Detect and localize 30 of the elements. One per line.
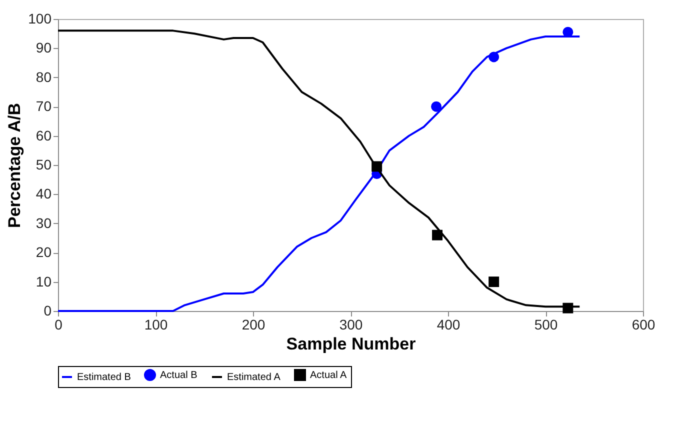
point: [372, 161, 382, 172]
y-tick-label: 50: [36, 156, 52, 172]
y-tick-label: 10: [36, 273, 52, 290]
point: [432, 230, 443, 240]
x-tick-label: 300: [339, 316, 363, 332]
x-tick-label: 0: [54, 316, 63, 332]
point: [431, 101, 442, 112]
legend-label: Estimated B: [77, 372, 132, 383]
x-tick-label: 100: [144, 316, 168, 332]
legend-label: Actual A: [310, 370, 348, 381]
point: [488, 52, 500, 62]
y-tick-label: 20: [36, 244, 52, 260]
point: [488, 276, 500, 288]
y-tick-label: 70: [36, 98, 52, 114]
x-tick-label: 500: [534, 316, 558, 332]
y-tick-label: 60: [36, 127, 52, 144]
y-tick-label: 90: [36, 40, 52, 56]
y-tick-label: 0: [44, 302, 52, 318]
legend-label: Actual B: [160, 370, 198, 381]
x-axis-title: Sample Number: [286, 334, 416, 354]
y-tick-label: 40: [36, 186, 52, 202]
y-tick-label: 30: [36, 214, 52, 231]
y-tick-label: 100: [28, 10, 52, 26]
point: [562, 302, 574, 314]
x-tick-label: 200: [242, 316, 266, 332]
legend-label: Estimated A: [227, 372, 281, 383]
x-tick-label: 600: [632, 316, 656, 332]
y-axis-title: Percentage A/B: [5, 102, 24, 228]
y-tick-label: 80: [36, 68, 52, 85]
x-tick-label: 400: [436, 316, 460, 332]
